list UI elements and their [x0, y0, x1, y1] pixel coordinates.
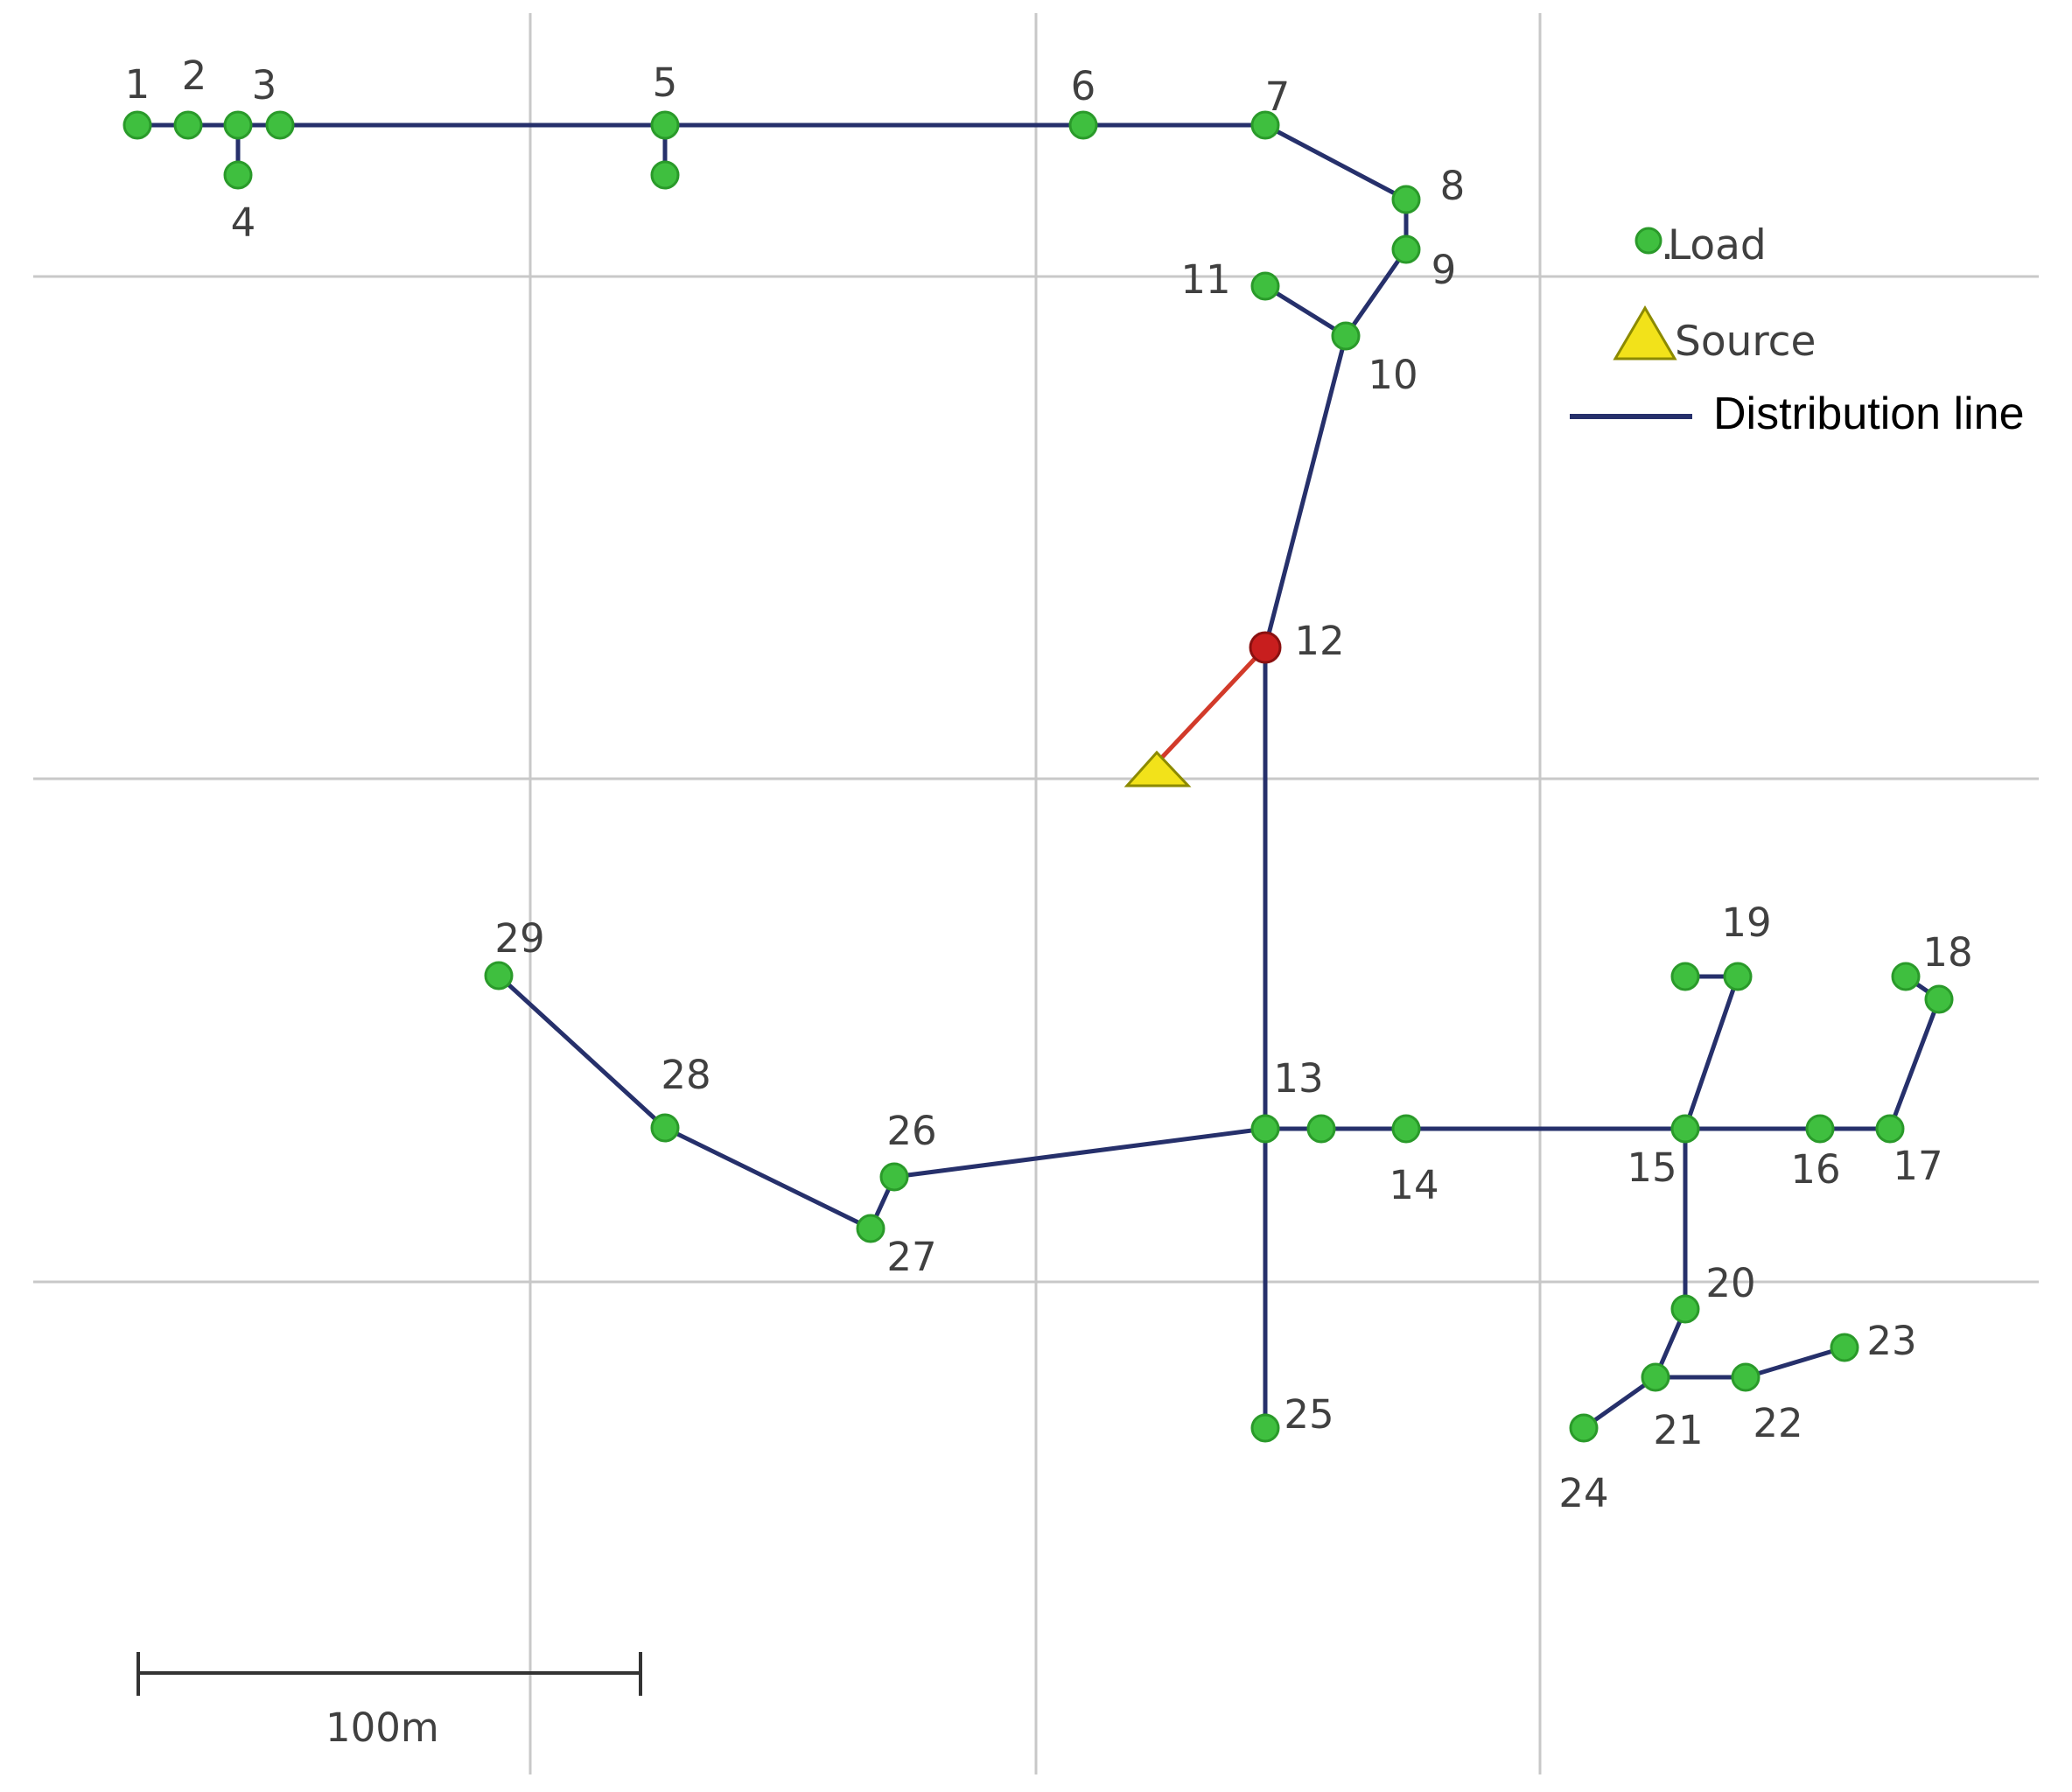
load-node-5: [650, 110, 680, 140]
load-node-25: [1250, 1413, 1280, 1443]
node-label-17: 17: [1893, 1143, 1942, 1189]
node-label-11: 11: [1180, 256, 1230, 303]
distribution-line-21-24: [1581, 1375, 1658, 1431]
legend-source-label: Source: [1675, 318, 1816, 366]
node-label-22: 22: [1753, 1400, 1802, 1446]
distribution-line-15-19: [1683, 974, 1740, 1131]
node-label-7: 7: [1265, 74, 1291, 120]
load-node-21: [1641, 1362, 1670, 1392]
load-node-15: [1670, 1114, 1700, 1144]
distribution-line-28-29: [496, 973, 668, 1130]
distribution-line-10-11: [1263, 284, 1348, 339]
legend: Load . Source Distribution line: [1570, 221, 2025, 439]
node-label-26: 26: [886, 1108, 936, 1154]
load-node-26: [879, 1162, 909, 1192]
load-node-unlabeled: [1670, 962, 1700, 991]
load-node-23: [1830, 1333, 1859, 1362]
node-label-13: 13: [1273, 1055, 1323, 1102]
load-node-unlabeled: [1891, 962, 1921, 991]
node-label-23: 23: [1866, 1318, 1916, 1364]
load-node-7: [1250, 110, 1280, 140]
load-node-6: [1068, 110, 1098, 140]
node-label-9: 9: [1432, 247, 1457, 293]
unlabeled-loads: [265, 110, 1941, 1144]
load-nodes: [122, 110, 1954, 1443]
load-node-27: [856, 1214, 886, 1243]
load-node-28: [650, 1113, 680, 1143]
node-label-18: 18: [1922, 929, 1972, 976]
load-node-1: [122, 110, 152, 140]
distribution-line-13-26: [892, 1126, 1268, 1180]
load-node-24: [1569, 1413, 1599, 1443]
distribution-line-7-8: [1263, 122, 1409, 202]
node-label-12: 12: [1294, 618, 1344, 664]
source-icon: [1124, 750, 1192, 788]
node-label-25: 25: [1284, 1391, 1334, 1438]
node-label-5: 5: [653, 60, 678, 106]
svg-text:.: .: [1661, 221, 1674, 270]
distribution-line-22-23: [1743, 1345, 1847, 1380]
distribution-line-10-12: [1263, 333, 1348, 650]
node-label-10: 10: [1368, 352, 1418, 398]
load-node-3: [223, 110, 253, 140]
load-node-unlabeled: [265, 110, 295, 140]
load-legend-icon: [1634, 227, 1662, 255]
load-node-10: [1331, 321, 1361, 351]
source-link: [1155, 646, 1267, 765]
grid: [33, 13, 2039, 1774]
node-label-14: 14: [1389, 1162, 1438, 1208]
node-label-20: 20: [1705, 1260, 1755, 1306]
load-node-unlabeled: [1306, 1114, 1336, 1144]
legend-load-label: Load: [1668, 221, 1767, 270]
source-legend-icon: [1613, 305, 1677, 360]
node-label-8: 8: [1440, 163, 1466, 209]
node-label-6: 6: [1071, 63, 1096, 109]
load-node-4: [223, 160, 253, 190]
load-node-22: [1731, 1362, 1760, 1392]
load-node-12: [1249, 631, 1282, 664]
node-label-1: 1: [125, 61, 150, 108]
distribution-line-9-10: [1343, 247, 1409, 339]
load-node-29: [484, 961, 514, 990]
node-label-24: 24: [1558, 1470, 1608, 1516]
node-label-16: 16: [1790, 1146, 1840, 1193]
scale-bar-label: 100m: [326, 1704, 439, 1751]
load-node-18: [1924, 984, 1954, 1014]
distribution-line-17-18: [1887, 997, 1942, 1131]
node-label-28: 28: [661, 1052, 710, 1098]
node-label-3: 3: [252, 62, 277, 108]
node-label-19: 19: [1721, 900, 1771, 946]
node-label-29: 29: [494, 915, 544, 962]
load-node-17: [1875, 1114, 1905, 1144]
node-label-2: 2: [182, 52, 207, 99]
load-node-14: [1391, 1114, 1421, 1144]
load-node-unlabeled: [650, 160, 680, 190]
load-node-13: [1250, 1114, 1280, 1144]
node-label-4: 4: [231, 200, 256, 246]
distribution-line-27-28: [662, 1125, 873, 1231]
node-label-15: 15: [1627, 1144, 1676, 1191]
node-label-27: 27: [886, 1234, 936, 1280]
load-node-16: [1805, 1114, 1835, 1144]
load-node-9: [1391, 234, 1421, 264]
load-node-8: [1391, 185, 1421, 214]
load-node-20: [1670, 1294, 1700, 1324]
load-node-2: [173, 110, 203, 140]
source-connection-line: [1155, 646, 1267, 765]
node-label-21: 21: [1653, 1407, 1703, 1453]
load-node-11: [1250, 271, 1280, 301]
legend-line-label: Distribution line: [1713, 388, 2025, 439]
load-node-19: [1723, 962, 1753, 991]
scale-bar: 100m: [136, 1652, 642, 1751]
